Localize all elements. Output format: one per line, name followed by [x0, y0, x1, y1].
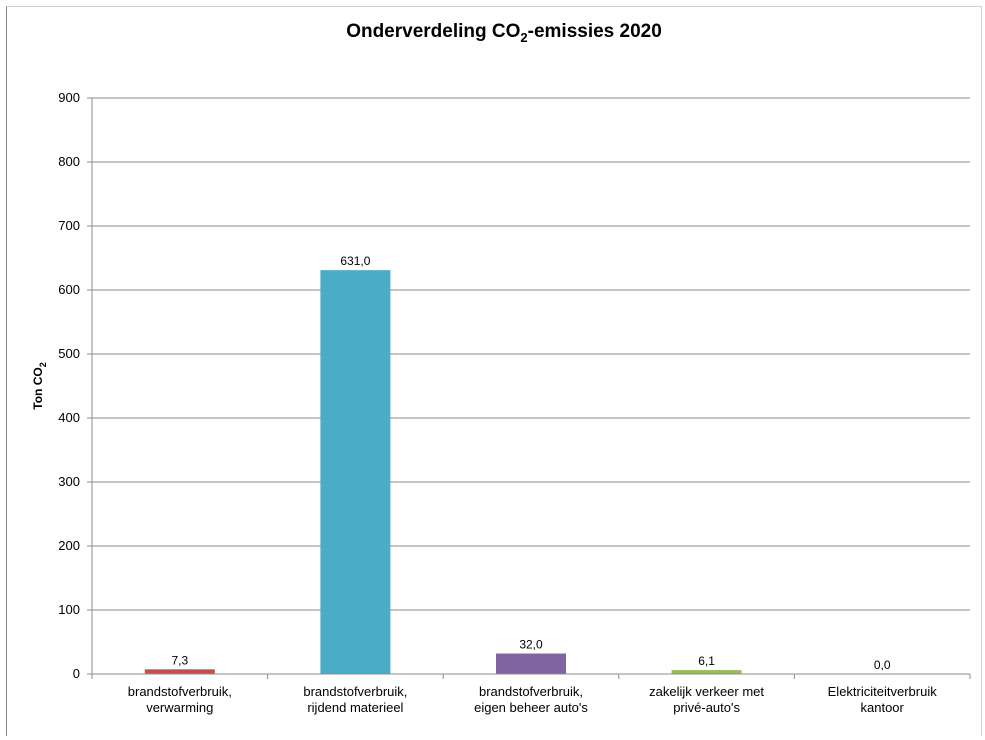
- axes: [91, 98, 971, 679]
- x-category-label: zakelijk verkeer met: [649, 684, 764, 699]
- chart-title-main: Onderverdeling CO: [346, 21, 520, 42]
- x-category-label: kantoor: [861, 700, 905, 715]
- y-tick-label: 800: [58, 154, 80, 169]
- x-category-label: Elektriciteitverbruik: [828, 684, 938, 699]
- data-label: 7,3: [171, 653, 188, 667]
- bars: [144, 270, 742, 674]
- x-category-label: privé-auto's: [673, 700, 740, 715]
- gridlines: [92, 97, 970, 611]
- bar: [320, 270, 391, 674]
- x-category-label: brandstofverbruik,: [303, 684, 407, 699]
- y-tick-label: 0: [73, 666, 80, 681]
- data-label: 6,1: [698, 654, 715, 668]
- y-axis-label-subscript: 2: [38, 362, 48, 367]
- chart-title-rest: -emissies 2020: [528, 21, 662, 42]
- y-tick-label: 200: [58, 538, 80, 553]
- x-axis-labels: brandstofverbruik,verwarmingbrandstofver…: [128, 684, 937, 715]
- chart-title-subscript: 2: [520, 30, 527, 45]
- x-category-label: brandstofverbruik,: [128, 684, 232, 699]
- y-tick-label: 600: [58, 282, 80, 297]
- chart-frame: [6, 6, 982, 736]
- y-tick-label: 300: [58, 474, 80, 489]
- chart-title: Onderverdeling CO2-emissies 2020: [346, 21, 662, 45]
- y-axis-label: Ton CO2: [31, 362, 48, 409]
- data-label: 0,0: [874, 658, 891, 672]
- x-category-label: eigen beheer auto's: [474, 700, 588, 715]
- y-tick-label: 500: [58, 346, 80, 361]
- bar: [144, 669, 215, 674]
- y-tick-label: 400: [58, 410, 80, 425]
- data-label: 32,0: [519, 638, 543, 652]
- y-axis-label-main: Ton CO: [31, 367, 45, 409]
- y-tick-label: 100: [58, 602, 80, 617]
- bar: [671, 670, 742, 674]
- bar: [496, 653, 566, 674]
- y-tick-label: 900: [58, 90, 80, 105]
- x-category-label: brandstofverbruik,: [479, 684, 583, 699]
- data-label: 631,0: [340, 254, 370, 268]
- y-tick-label: 700: [58, 218, 80, 233]
- y-axis-ticks: 0 100 200 300 400 500 600 700 800 900: [58, 90, 92, 681]
- x-category-label: verwarming: [146, 700, 213, 715]
- data-labels: 7,3 631,0 32,0 6,1 0,0: [171, 254, 890, 672]
- x-category-label: rijdend materieel: [307, 700, 403, 715]
